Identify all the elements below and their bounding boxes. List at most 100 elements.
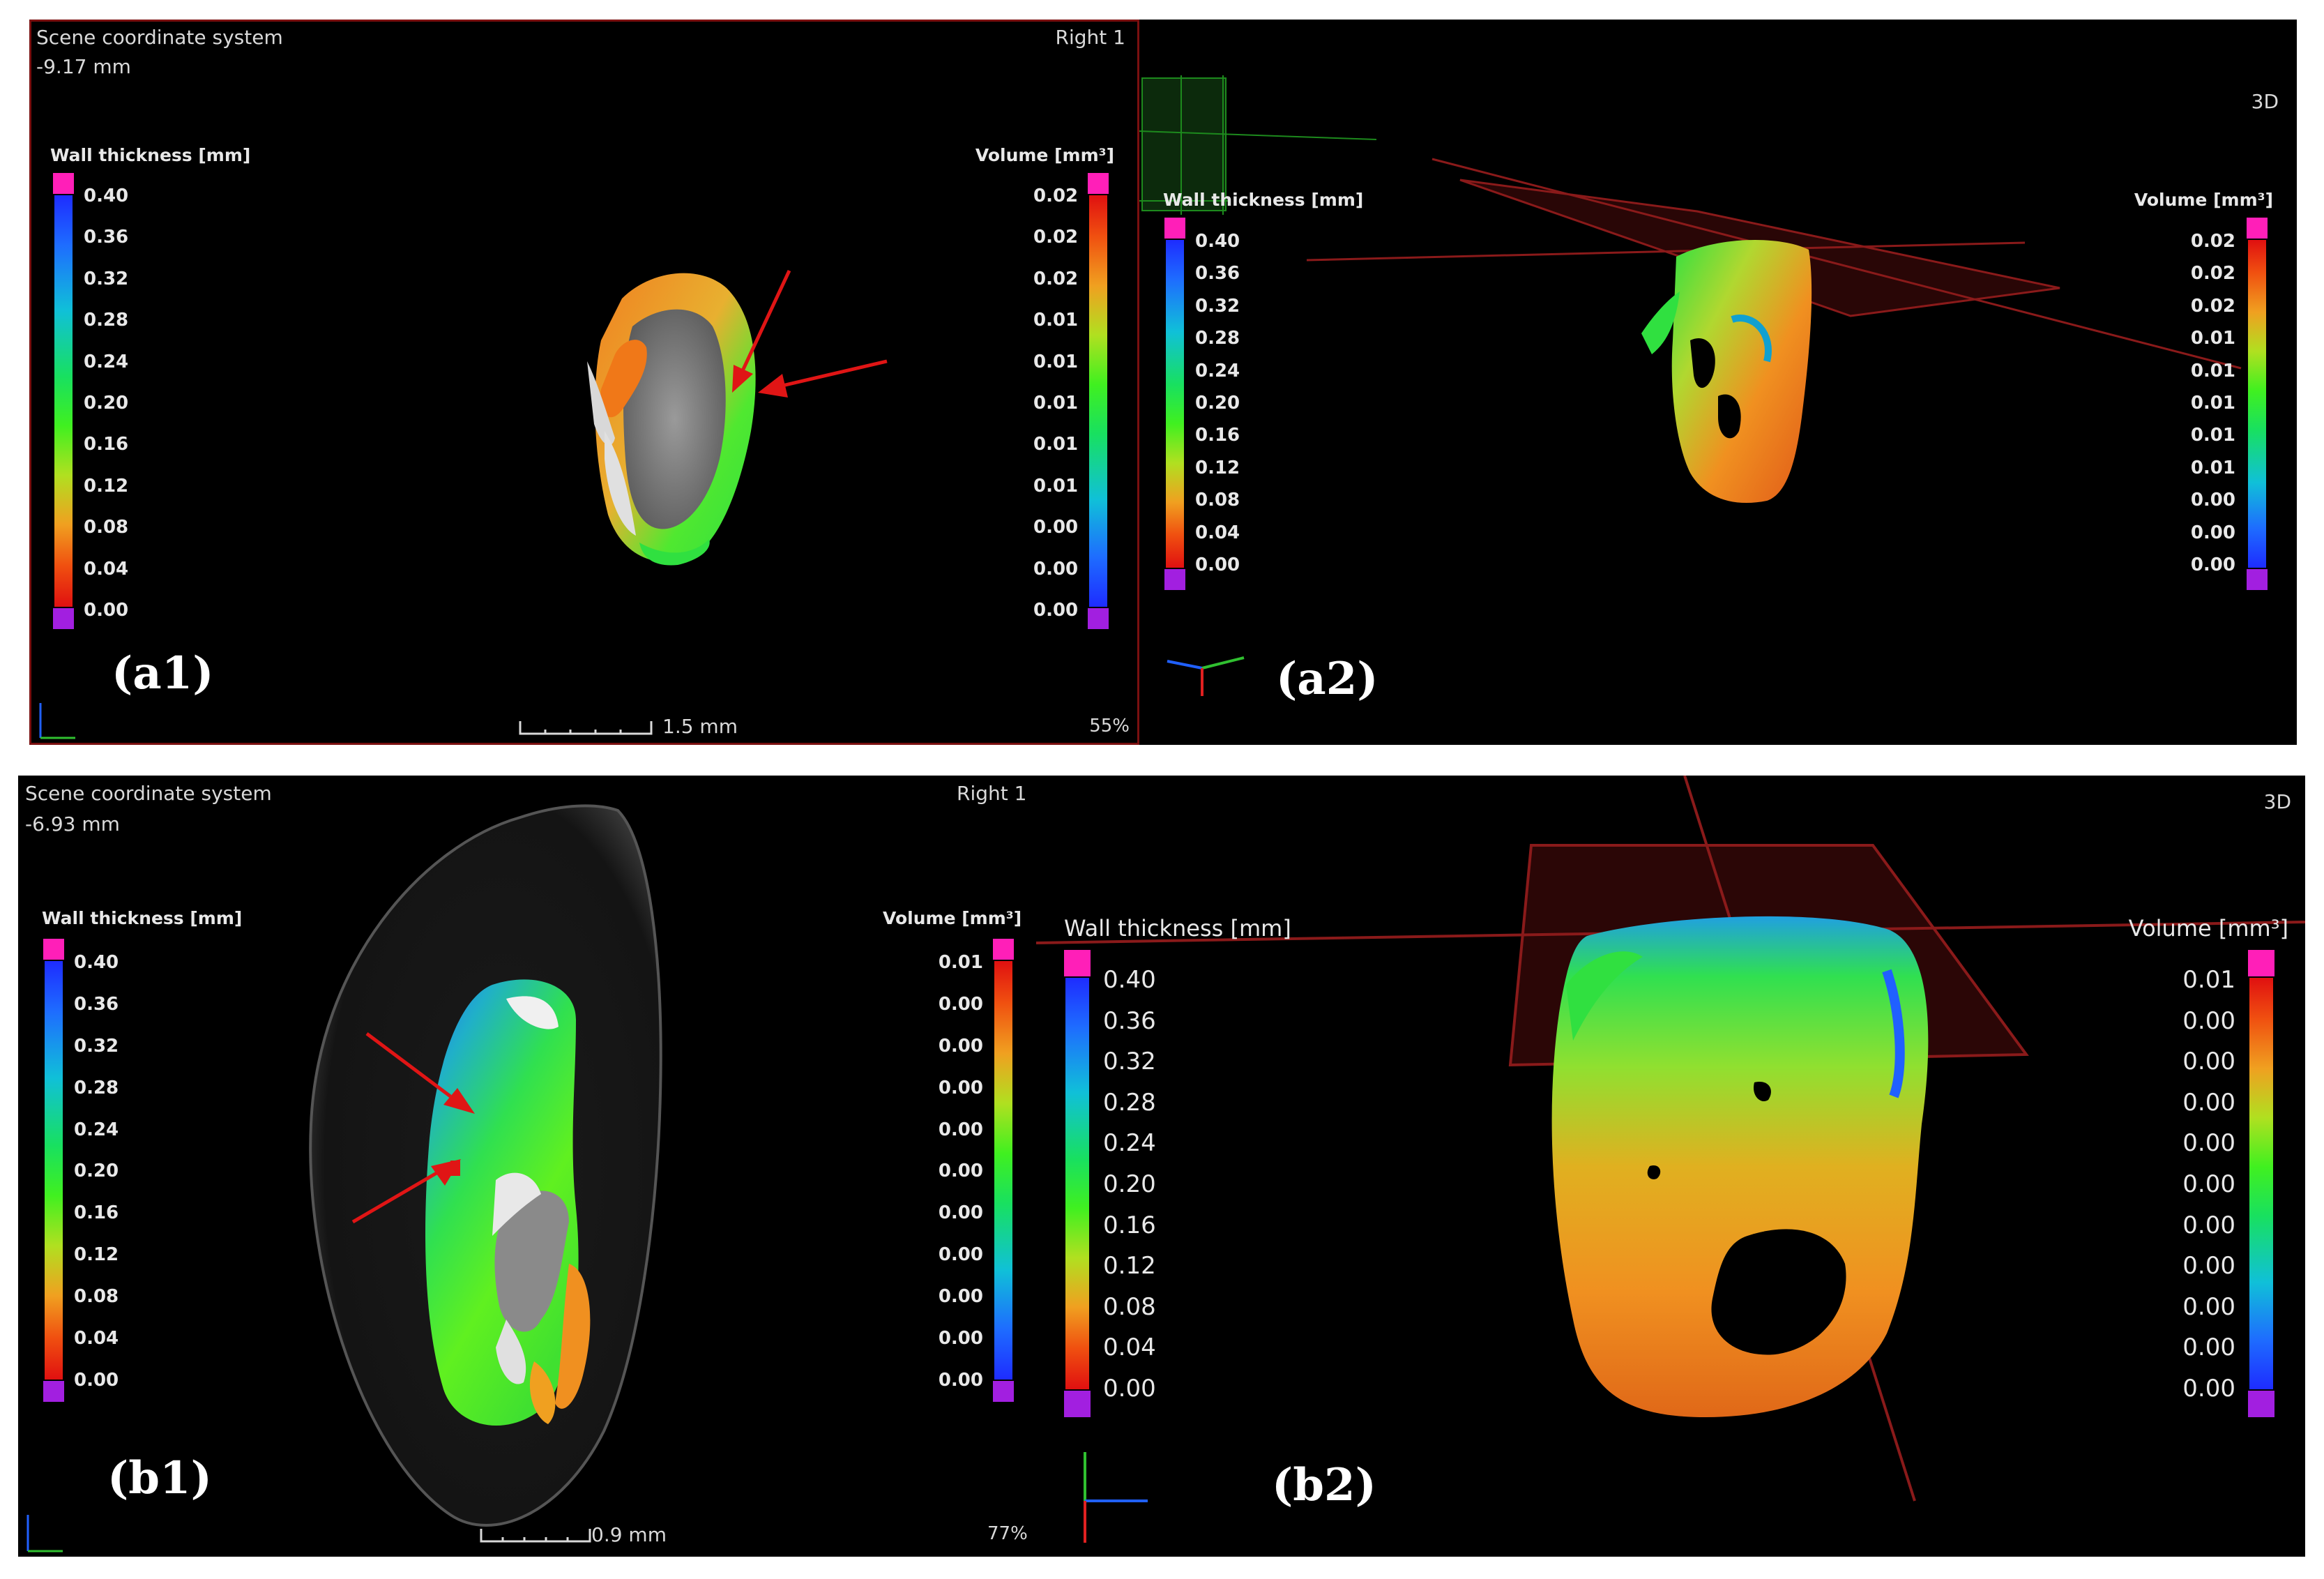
wall-thickness-legend-title: Wall thickness [mm]: [1064, 915, 1291, 942]
tick-label: 0.28: [74, 1077, 119, 1098]
colorbar-top-cap: [1064, 950, 1091, 976]
tick-label: 0.00: [1195, 554, 1240, 575]
tick-label: 0.36: [84, 227, 129, 248]
colorbar-bottom-cap: [53, 608, 74, 629]
tick-label: 0.01: [1033, 310, 1079, 331]
panel-a2-3d-view[interactable]: 3D Wall thickness [mm]: [1139, 20, 2297, 745]
colorbar-bottom-cap: [2247, 569, 2268, 590]
wall-thickness-colorbar: [1164, 218, 1185, 590]
tick-label: 0.00: [1033, 599, 1079, 621]
wall-thickness-legend-title: Wall thickness [mm]: [50, 145, 251, 165]
panel-label: (b2): [1272, 1459, 1376, 1511]
tick-label: 0.16: [1195, 425, 1240, 446]
tick-label: 0.00: [2182, 1374, 2235, 1403]
tick-label: 0.00: [938, 1202, 983, 1224]
view-label: Right 1: [1055, 26, 1125, 49]
panel-b2-3d-view[interactable]: 3D Wall thickness [mm] 0.40: [1036, 776, 2305, 1557]
red-arrow-icon: [758, 359, 888, 398]
tick-label: 0.00: [1103, 1374, 1156, 1403]
scale-bar: [480, 1529, 591, 1543]
tick-label: 0.16: [74, 1202, 119, 1224]
tick-label: 0.02: [2190, 295, 2235, 317]
tick-label: 0.28: [1103, 1088, 1156, 1117]
wall-thickness-colorbar: [53, 173, 74, 629]
red-arrow-icon: [351, 1159, 461, 1224]
tick-label: 0.08: [1195, 490, 1240, 511]
tick-label: 0.00: [2182, 1129, 2235, 1158]
tick-label: 0.01: [1033, 392, 1079, 414]
volume-colorbar: [2247, 218, 2268, 590]
wall-thickness-legend-title: Wall thickness [mm]: [1163, 190, 1364, 210]
tick-label: 0.04: [84, 558, 129, 580]
volume-legend-title: Volume [mm³]: [2134, 190, 2273, 210]
colorbar-bottom-cap: [993, 1381, 1014, 1402]
tick-label: 0.36: [74, 993, 119, 1015]
tick-label: 0.04: [1195, 522, 1240, 543]
colorbar-top-cap: [2247, 218, 2268, 239]
tick-label: 0.32: [1103, 1048, 1156, 1076]
tick-label: 0.00: [938, 1035, 983, 1057]
slice-position-readout: -6.93 mm: [25, 813, 120, 836]
axis-triad-icon: [1084, 1452, 1148, 1543]
colorbar-bottom-cap: [1088, 608, 1109, 629]
scale-bar-label: 1.5 mm: [662, 715, 738, 738]
tick-label: 0.01: [2190, 425, 2235, 446]
axis-triad-icon: [39, 703, 75, 739]
tick-label: 0.28: [84, 310, 129, 331]
tick-label: 0.36: [1103, 1006, 1156, 1035]
view-label: 3D: [2263, 790, 2291, 813]
scale-bar-label: 0.9 mm: [591, 1523, 667, 1546]
tick-label: 0.01: [2190, 457, 2235, 478]
tick-label: 0.04: [74, 1328, 119, 1350]
tick-label: 0.40: [1195, 231, 1240, 252]
colorbar-top-cap: [43, 939, 64, 960]
tick-label: 0.12: [84, 475, 129, 497]
colorbar-top-cap: [993, 939, 1014, 960]
red-arrow-icon: [732, 269, 791, 393]
tick-label: 0.40: [84, 186, 129, 206]
tick-label: 0.20: [1103, 1170, 1156, 1198]
tick-label: 0.01: [2190, 392, 2235, 414]
tick-label: 0.00: [938, 1369, 983, 1391]
tick-label: 0.00: [1033, 517, 1079, 538]
wall-thickness-legend-title: Wall thickness [mm]: [42, 908, 243, 928]
volume-tick-labels: 0.01 0.00 0.00 0.00 0.00 0.00 0.00 0.00 …: [937, 953, 983, 1389]
tick-label: 0.00: [1033, 558, 1079, 580]
wall-thickness-tick-labels: 0.40 0.36 0.32 0.28 0.24 0.20 0.16 0.12 …: [1103, 968, 1156, 1400]
coordinate-system-title: Scene coordinate system: [36, 26, 283, 49]
wall-thickness-tick-labels: 0.40 0.36 0.32 0.28 0.24 0.20 0.16 0.12 …: [84, 187, 128, 619]
tick-label: 0.00: [2182, 1088, 2235, 1117]
tick-label: 0.00: [2190, 490, 2235, 511]
specimen-3d-render: [1551, 916, 1929, 1417]
tick-label: 0.12: [1103, 1252, 1156, 1280]
tick-label: 0.00: [938, 993, 983, 1015]
volume-colorbar: [993, 939, 1014, 1402]
tick-label: 0.20: [1195, 392, 1240, 414]
wall-thickness-tick-labels: 0.40 0.36 0.32 0.28 0.24 0.20 0.16 0.12 …: [74, 953, 119, 1389]
specimen-slice-image: [309, 804, 662, 1527]
panel-a1-slice-view[interactable]: Scene coordinate system -9.17 mm Right 1…: [29, 20, 1139, 745]
tick-label: 0.20: [74, 1161, 119, 1182]
colorbar-top-cap: [2248, 950, 2274, 976]
tick-label: 0.02: [1033, 186, 1079, 206]
tick-label: 0.00: [938, 1328, 983, 1350]
colorbar-bottom-cap: [2248, 1391, 2274, 1417]
view-label: Right 1: [957, 782, 1027, 805]
tick-label: 0.28: [1195, 328, 1240, 349]
axis-triad-icon: [26, 1515, 63, 1552]
tick-label: 0.08: [74, 1286, 119, 1308]
tick-label: 0.12: [1195, 457, 1240, 478]
panel-label: (a1): [112, 647, 214, 700]
tick-label: 0.00: [2182, 1211, 2235, 1239]
tick-label: 0.01: [2190, 360, 2235, 381]
wall-thickness-colorbar: [43, 939, 64, 1402]
tick-label: 0.00: [84, 599, 129, 621]
tick-label: 0.02: [2190, 231, 2235, 252]
specimen-3d-render: [1641, 240, 1812, 504]
colorbar-top-cap: [1164, 218, 1185, 239]
tick-label: 0.08: [84, 517, 129, 538]
panel-b1-slice-view[interactable]: Scene coordinate system -6.93 mm Right 1…: [18, 776, 1036, 1557]
tick-label: 0.16: [1103, 1211, 1156, 1239]
tick-label: 0.00: [2182, 1334, 2235, 1362]
colorbar-bottom-cap: [1064, 1391, 1091, 1417]
